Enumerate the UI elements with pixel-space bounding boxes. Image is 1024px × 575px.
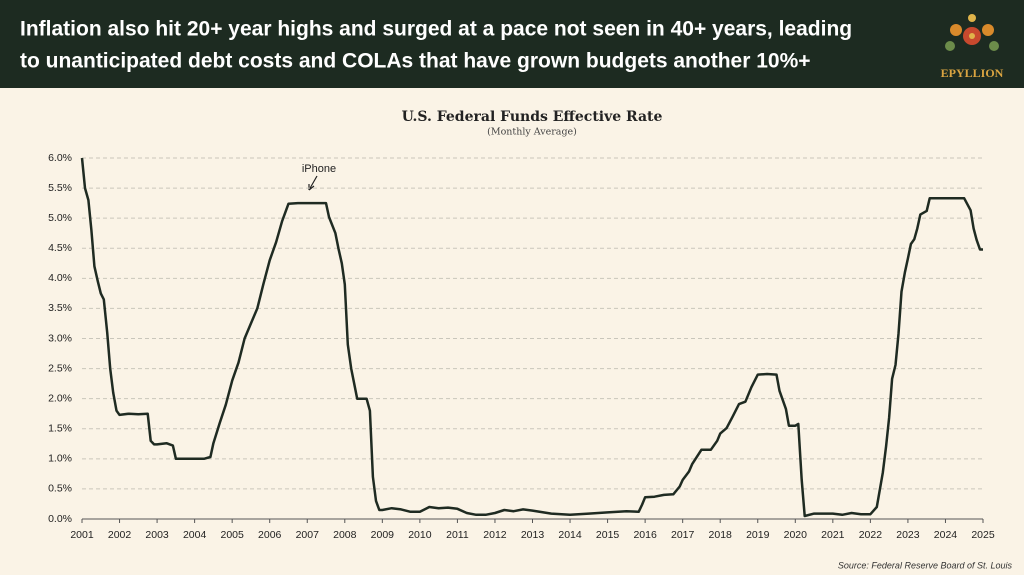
x-tick-label: 2005 [220, 529, 244, 541]
y-tick-label: 1.5% [48, 423, 72, 435]
y-tick-label: 2.5% [48, 362, 72, 374]
y-tick-label: 5.0% [48, 212, 72, 224]
y-tick-label: 5.5% [48, 182, 72, 194]
y-tick-label: 6.0% [48, 152, 72, 164]
x-tick-label: 2022 [859, 529, 883, 541]
logo: EPYLLION [941, 14, 1004, 80]
x-tick-label: 2010 [408, 529, 432, 541]
y-tick-label: 3.0% [48, 332, 72, 344]
x-tick-label: 2004 [183, 529, 207, 541]
x-tick-label: 2015 [596, 529, 620, 541]
y-tick-label: 1.0% [48, 453, 72, 465]
y-tick-label: 0.5% [48, 483, 72, 495]
annotation-arrow [308, 175, 318, 191]
x-tick-label: 2016 [633, 529, 657, 541]
y-tick-label: 0.0% [48, 513, 72, 525]
x-tick-label: 2003 [145, 529, 169, 541]
header-band [0, 0, 1024, 88]
header-title: to unanticipated debt costs and COLAs th… [20, 50, 811, 73]
x-tick-label: 2008 [333, 529, 357, 541]
source-note: Source: Federal Reserve Board of St. Lou… [838, 560, 1013, 570]
x-tick-label: 2012 [483, 529, 507, 541]
x-tick-label: 2009 [371, 529, 395, 541]
x-tick-label: 2006 [258, 529, 282, 541]
x-tick-label: 2011 [446, 529, 469, 541]
x-tick-label: 2024 [934, 529, 958, 541]
x-tick-label: 2020 [784, 529, 808, 541]
chart-subtitle: (Monthly Average) [487, 127, 577, 138]
logo-text: EPYLLION [941, 66, 1004, 80]
y-tick-label: 4.0% [48, 272, 72, 284]
x-tick-label: 2001 [70, 529, 94, 541]
x-tick-label: 2018 [709, 529, 733, 541]
x-tick-label: 2007 [296, 529, 320, 541]
x-tick-label: 2025 [971, 529, 995, 541]
x-tick-label: 2017 [671, 529, 695, 541]
y-tick-label: 2.0% [48, 392, 72, 404]
y-tick-label: 4.5% [48, 242, 72, 254]
chart-title: U.S. Federal Funds Effective Rate [402, 109, 663, 125]
header-title: Inflation also hit 20+ year highs and su… [20, 18, 852, 41]
x-tick-label: 2013 [521, 529, 545, 541]
x-tick-label: 2002 [108, 529, 132, 541]
x-tick-label: 2021 [821, 529, 845, 541]
y-tick-label: 3.5% [48, 302, 72, 314]
x-tick-label: 2019 [746, 529, 770, 541]
x-tick-label: 2023 [896, 529, 920, 541]
rate-line [80, 157, 983, 518]
annotation: iPhone [302, 163, 336, 175]
x-tick-label: 2014 [558, 529, 582, 541]
